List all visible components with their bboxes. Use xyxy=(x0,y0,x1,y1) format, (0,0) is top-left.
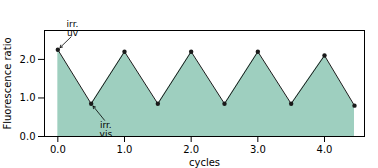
svg-text:2.0: 2.0 xyxy=(20,54,36,65)
svg-text:0.0: 0.0 xyxy=(20,131,36,142)
svg-text:Fluorescence ratio: Fluorescence ratio xyxy=(2,37,13,129)
svg-text:0.0: 0.0 xyxy=(50,144,66,155)
svg-text:4.0: 4.0 xyxy=(317,144,333,155)
svg-text:1.0: 1.0 xyxy=(20,92,36,103)
html-text:irr.: irr. xyxy=(99,120,112,131)
html-text:vis: vis xyxy=(99,129,113,140)
svg-text:irr.uv: irr.uv xyxy=(67,19,79,38)
svg-text:3.0: 3.0 xyxy=(250,144,266,155)
svg-text:2.0: 2.0 xyxy=(183,144,199,155)
svg-text:cycles: cycles xyxy=(189,157,220,168)
svg-text:1.0: 1.0 xyxy=(117,144,133,155)
